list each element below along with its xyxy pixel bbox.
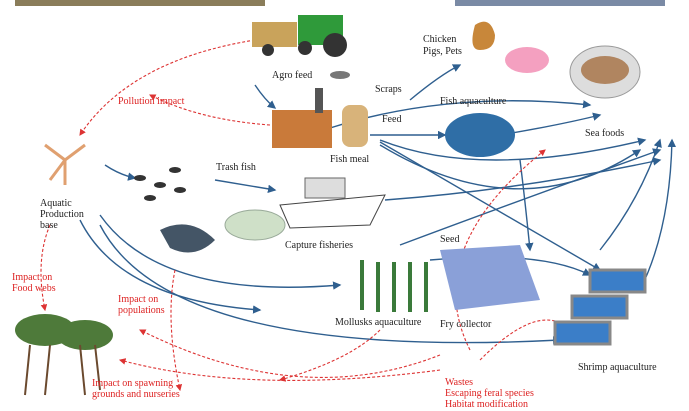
fish-icon: [330, 71, 350, 79]
label: Fish meal: [330, 154, 369, 165]
label: Chicken: [423, 34, 456, 45]
shrimp-ponds: [555, 270, 645, 344]
tractor-icon: [252, 15, 347, 57]
label: populations: [118, 305, 165, 316]
pig-icon: [505, 47, 549, 73]
label: Pollution impact: [118, 96, 185, 107]
label: Impact on: [118, 294, 158, 305]
diagram: Agro feed Chicken Pigs, Pets Scraps Feed…: [0, 0, 689, 411]
mollusk-icon: [362, 260, 426, 312]
label: Food webs: [12, 283, 56, 294]
label: Wastes: [445, 377, 473, 388]
label: Seed: [440, 234, 459, 245]
label: Feed: [382, 114, 401, 125]
label: Fry collector: [440, 319, 492, 330]
label: Scraps: [375, 84, 402, 95]
top-strip: [455, 0, 665, 6]
label: Pigs, Pets: [423, 46, 462, 57]
label: Escaping feral species: [445, 388, 534, 399]
label: Shrimp aquaculture: [578, 362, 657, 373]
aquatic-base-icon: [45, 145, 85, 185]
label: grounds and nurseries: [92, 389, 180, 400]
label: Capture fisheries: [285, 240, 353, 251]
label: Impact on spawning: [92, 378, 173, 389]
chicken-icon: [472, 22, 495, 50]
label: Impact on: [12, 272, 52, 283]
label: Mollusks aquaculture: [335, 317, 422, 328]
label: Agro feed: [272, 70, 312, 81]
top-strip: [15, 0, 265, 6]
fry-collector-icon: [440, 245, 540, 310]
label: base: [40, 220, 58, 231]
whale-icon: [160, 224, 215, 252]
label: Production: [40, 209, 84, 220]
label: Trash fish: [216, 162, 256, 173]
label: Habitat modification: [445, 399, 528, 410]
fish-school: [134, 167, 186, 201]
label: Aquatic: [40, 198, 72, 209]
factory-icon: [272, 88, 368, 148]
fish-pond: [445, 113, 515, 157]
net-icon: [225, 210, 285, 240]
label: Fish aquaculture: [440, 96, 507, 107]
seafood-icon: [581, 56, 629, 84]
label: Sea foods: [585, 128, 624, 139]
boat-icon: [280, 178, 385, 228]
